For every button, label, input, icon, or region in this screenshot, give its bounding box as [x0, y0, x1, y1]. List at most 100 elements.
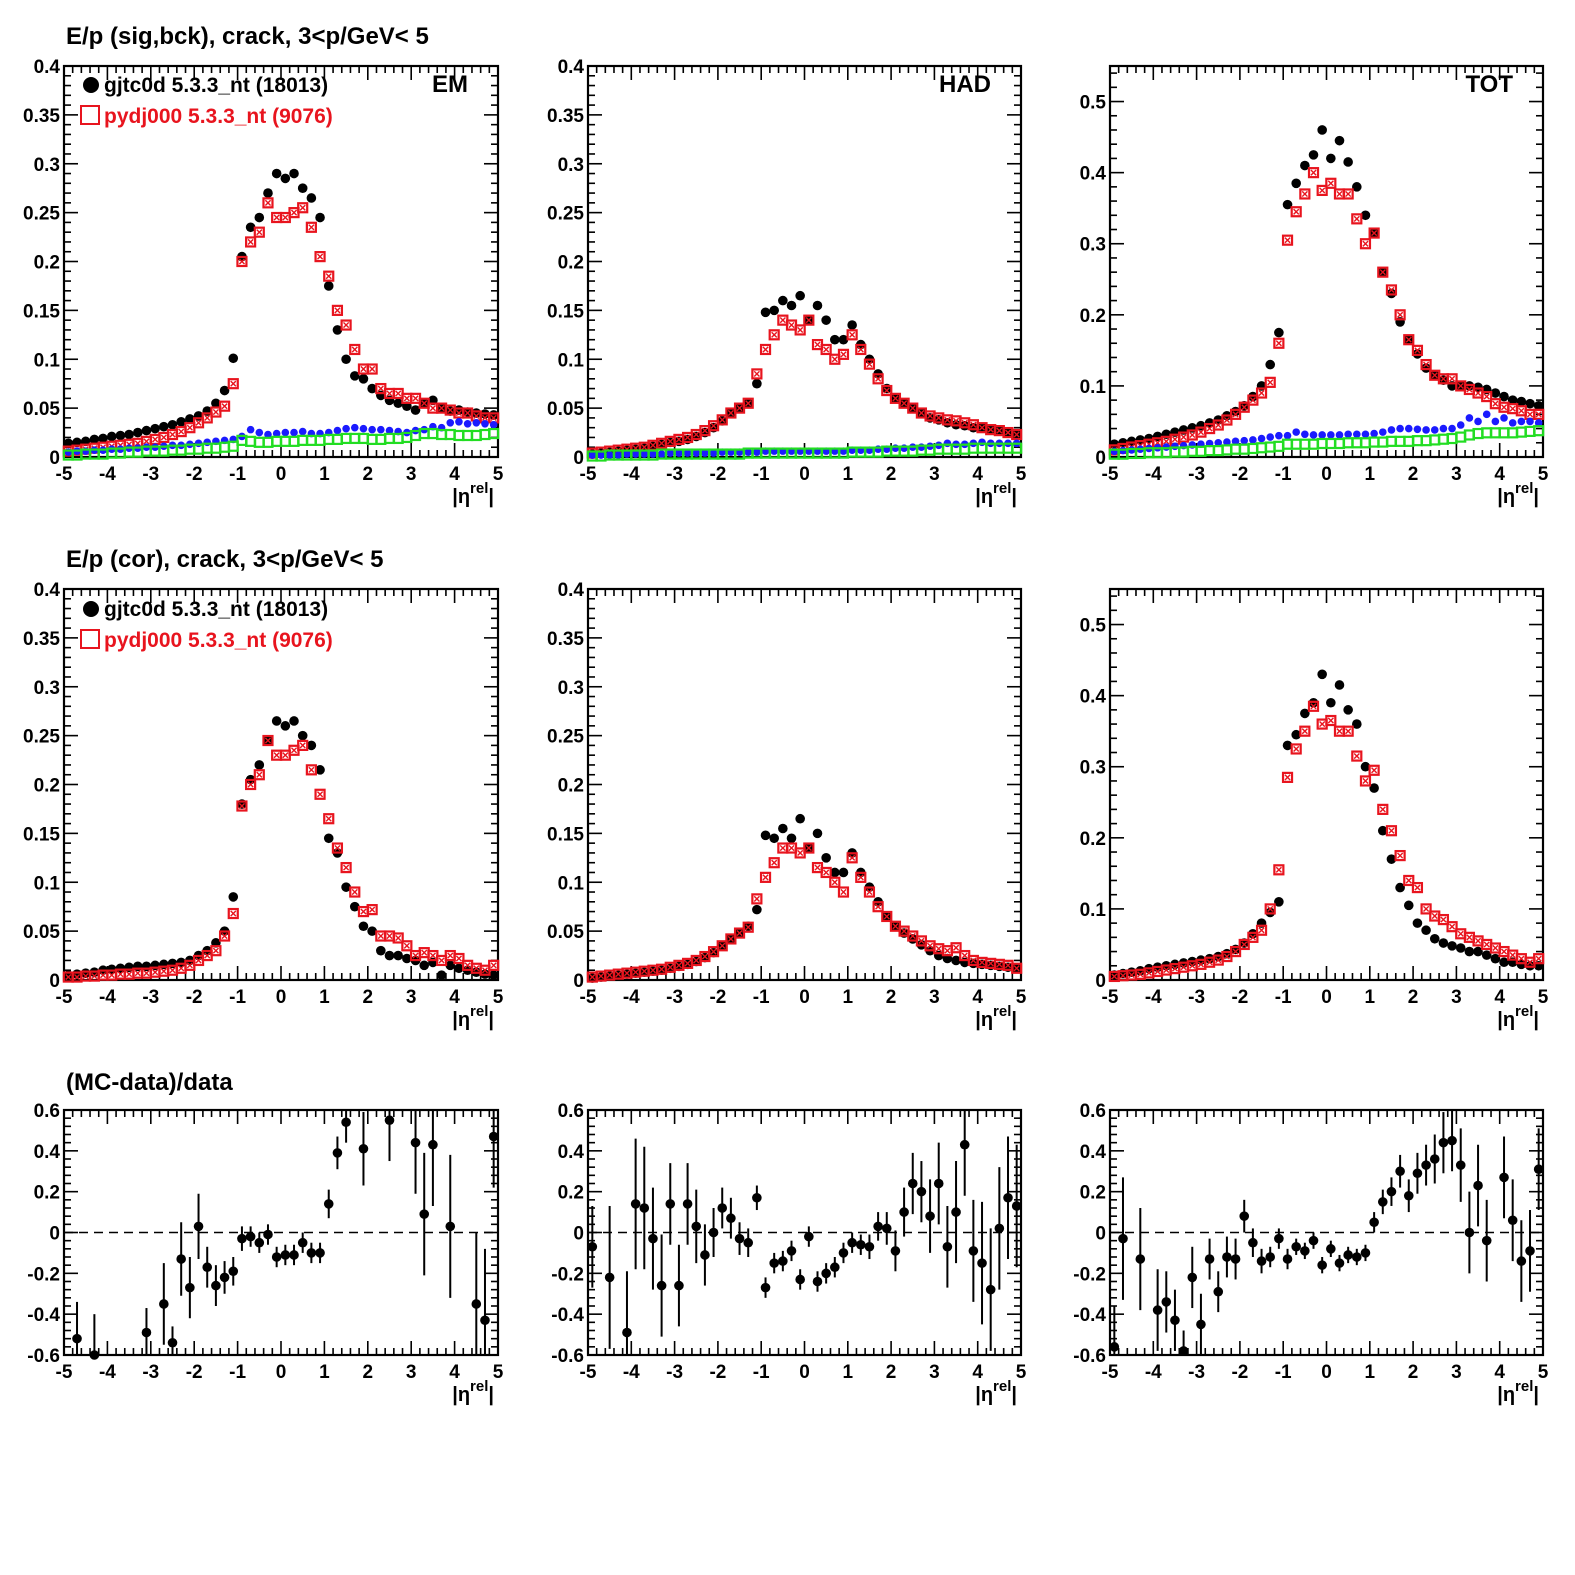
legend-mc-marker	[80, 105, 100, 125]
data-point	[1291, 1241, 1301, 1252]
legend-row2: gjtc0d 5.3.3_nt (18013) pydj000 5.3.3_nt…	[80, 598, 333, 652]
x-tick-label: -3	[666, 1362, 683, 1383]
data-point	[428, 1139, 438, 1150]
x-axis-label-end: |	[488, 1384, 494, 1406]
mc-point-cross	[325, 815, 332, 822]
y-tick-label: 0.3	[34, 678, 60, 699]
data-point	[752, 378, 762, 389]
mc-point-cross	[606, 972, 613, 979]
signal-bkg-point	[246, 425, 255, 434]
data-point	[367, 383, 377, 394]
legend-data-label: gjtc0d 5.3.3_nt (18013)	[104, 74, 328, 97]
mc-point-cross	[1336, 190, 1343, 198]
mc-point	[453, 952, 465, 965]
signal-bkg-point	[446, 418, 455, 427]
mc-point-cross	[1284, 237, 1291, 244]
data-point	[864, 1241, 875, 1252]
mc-point-cross	[169, 431, 176, 438]
mc-point-cross	[395, 390, 402, 397]
y-tick-label: 0.4	[34, 1142, 61, 1163]
data-point	[410, 405, 421, 415]
mc-point-cross	[1111, 973, 1118, 980]
mc-point-cross	[343, 864, 350, 871]
corner-label: EM	[432, 71, 468, 98]
mc-point-cross	[736, 405, 743, 412]
data-point	[1455, 943, 1466, 953]
y-tick-label: 0.35	[547, 629, 584, 650]
signal-bkg-point	[1318, 431, 1326, 439]
x-tick-label: 0	[799, 1362, 810, 1383]
mc-point-cross	[264, 199, 272, 206]
y-tick-label: 0.2	[34, 776, 60, 797]
data-point	[847, 1237, 857, 1248]
signal-bkg-point	[1456, 421, 1465, 429]
mc-point-cross	[623, 970, 631, 977]
mc-point-cross	[736, 929, 743, 937]
data-point	[760, 307, 771, 318]
mc-point	[846, 852, 858, 864]
mc-point-cross	[849, 854, 856, 861]
mc-point-cross	[343, 321, 350, 329]
mc-point-cross	[256, 229, 263, 236]
data-point	[1377, 1197, 1388, 1207]
mc-point-cross	[316, 253, 324, 260]
mc-point	[340, 861, 352, 874]
y-tick-label: 0.3	[34, 155, 60, 176]
mc-point-cross	[65, 973, 72, 981]
y-tick-label: -0.4	[27, 1305, 60, 1326]
mc-point-cross	[195, 957, 202, 964]
mc-point-cross	[1500, 948, 1508, 955]
signal-bkg-point	[744, 448, 753, 456]
signal-bkg-point	[377, 425, 385, 434]
data-point	[769, 305, 779, 316]
y-tick-label: 0.2	[1080, 1183, 1106, 1204]
data-point	[1161, 1297, 1172, 1307]
data-point	[1438, 938, 1449, 948]
mc-point-cross	[658, 966, 665, 973]
mc-point-cross	[1345, 728, 1352, 735]
y-tick-label: 0.2	[558, 1183, 584, 1204]
mc-point-cross	[273, 214, 280, 221]
mc-point	[707, 946, 720, 958]
data-point	[855, 1239, 866, 1250]
x-tick-label: 5	[1538, 464, 1549, 485]
data-point	[306, 193, 317, 203]
signal-bkg-point	[203, 438, 212, 447]
mc-point-cross	[1327, 717, 1334, 724]
legend-mc-label: pydj000 5.3.3_nt (9076)	[104, 629, 333, 652]
mc-point-cross	[978, 959, 986, 966]
mc-point	[855, 871, 867, 883]
x-tick-label: -1	[1275, 987, 1292, 1008]
data-point	[1490, 953, 1501, 964]
x-tick-label: 2	[1408, 987, 1419, 1008]
x-axis-label-sup: rel	[993, 1378, 1011, 1395]
data-point	[630, 1199, 641, 1209]
mc-point-cross	[996, 427, 1003, 434]
signal-bkg-point	[1309, 431, 1318, 439]
mc-point	[1238, 938, 1250, 951]
mc-point	[1299, 725, 1311, 737]
mc-point-cross	[745, 400, 752, 407]
mc-point-cross	[1137, 971, 1144, 978]
mc-point-cross	[1249, 397, 1256, 404]
x-tick-label: -3	[142, 987, 159, 1008]
signal-bkg-point	[472, 418, 481, 427]
signal-bkg-point	[1231, 437, 1240, 446]
mc-point	[331, 842, 344, 854]
mc-point	[1420, 358, 1432, 371]
data-point	[1308, 150, 1319, 160]
signal-bkg-point	[597, 451, 605, 459]
data-point	[1533, 1164, 1544, 1175]
mc-point-cross	[1422, 361, 1430, 368]
mc-point-cross	[325, 273, 332, 280]
mc-point	[401, 940, 413, 952]
x-tick-label: 5	[1016, 987, 1027, 1008]
mc-point	[1394, 849, 1406, 862]
data-point	[280, 173, 291, 184]
mc-point	[751, 368, 763, 380]
data-point	[1403, 900, 1414, 911]
data-point	[1455, 1160, 1466, 1170]
y-tick-label: -0.2	[1073, 1264, 1106, 1285]
data-point	[1360, 761, 1371, 772]
mc-point-cross	[273, 752, 280, 759]
